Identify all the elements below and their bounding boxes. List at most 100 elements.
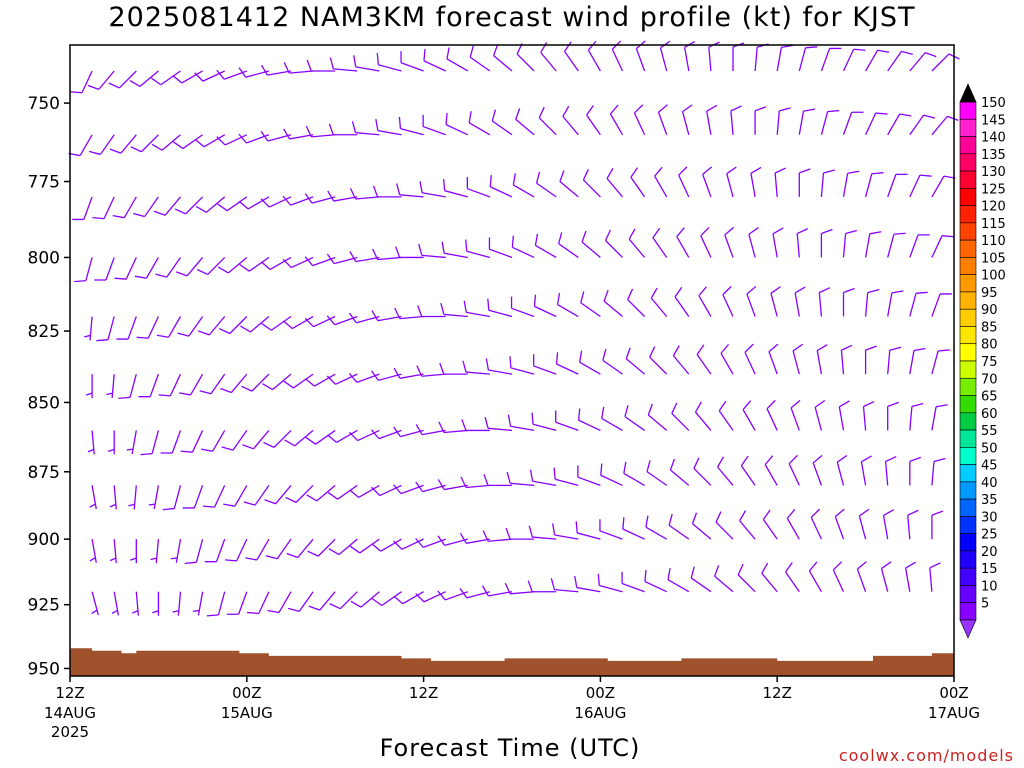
wind-barb-shaft: [692, 523, 712, 540]
colorbar-bin: [959, 447, 977, 465]
colorbar-label: 65: [981, 390, 998, 405]
wind-barb-shaft: [624, 416, 645, 431]
wind-barb-flag: [308, 605, 320, 611]
wind-barb-shaft: [247, 196, 270, 210]
wind-barb-flag: [700, 226, 710, 237]
wind-barb-flag: [810, 508, 820, 518]
wind-barb-shaft: [421, 373, 446, 377]
wind-barb-shaft: [237, 591, 248, 615]
colorbar-bin: [959, 222, 977, 241]
wind-barb-shaft: [140, 134, 159, 153]
wind-barb: [134, 257, 159, 279]
wind-barb-shaft: [645, 526, 668, 540]
wind-barb-flag: [931, 510, 944, 516]
wind-barb-shaft: [113, 485, 117, 510]
wind-barb-flag: [194, 72, 204, 82]
wind-barb-flag: [935, 404, 948, 408]
y-tick-label: 750: [28, 94, 60, 114]
wind-barb-shaft: [788, 463, 800, 486]
wind-barb-shaft: [315, 429, 336, 445]
wind-barb-shaft: [268, 196, 292, 208]
wind-barb: [865, 112, 888, 136]
wind-barb: [240, 316, 270, 333]
wind-barb-shaft: [633, 112, 646, 136]
wind-barb: [555, 352, 579, 375]
wind-barb-shaft: [380, 538, 402, 552]
wind-barb: [624, 405, 645, 431]
wind-barb-shaft: [740, 465, 756, 486]
wind-barb-flag: [602, 348, 607, 361]
wind-barb-shaft: [177, 591, 182, 616]
wind-barb-flag: [792, 343, 804, 352]
x-tick-label: 00Z: [232, 684, 261, 702]
wind-barb-shaft: [269, 256, 292, 271]
wind-barb: [133, 196, 159, 218]
wind-barb-flag: [491, 109, 497, 122]
wind-barb-shaft: [683, 47, 690, 72]
wind-barb-flag: [220, 387, 232, 394]
wind-barb-flag: [905, 561, 917, 569]
wind-barb-shaft: [186, 257, 204, 277]
wind-barb: [730, 105, 742, 135]
wind-barb-flag: [803, 108, 816, 112]
wind-barb: [484, 416, 513, 432]
wind-barb-shaft: [212, 430, 226, 452]
wind-barb: [538, 106, 557, 136]
wind-barb: [512, 173, 535, 198]
wind-barb-flag: [674, 286, 683, 298]
wind-barb-shaft: [511, 307, 535, 318]
wind-barb: [468, 111, 491, 136]
wind-barb: [87, 430, 95, 455]
wind-barb-shaft: [606, 178, 623, 198]
terrain-ground: [70, 648, 954, 676]
wind-barb: [130, 134, 159, 153]
wind-barb-shaft: [536, 182, 557, 198]
wind-barb: [540, 42, 557, 72]
wind-barb-flag: [327, 190, 335, 202]
wind-barb-flag: [555, 352, 559, 365]
wind-barb-flag: [241, 385, 253, 392]
wind-barb-flag: [531, 412, 534, 425]
wind-barb: [441, 241, 468, 259]
wind-barb: [814, 399, 826, 431]
wind-barb-shaft: [133, 485, 137, 510]
wind-barb-flag: [462, 360, 467, 373]
wind-barb-shaft: [91, 485, 97, 510]
wind-barb-halfflag: [84, 334, 91, 338]
wind-barb: [798, 46, 818, 72]
wind-barb-shaft: [316, 484, 336, 502]
wind-barb-shaft: [400, 484, 424, 495]
wind-barb-shaft: [215, 538, 226, 562]
wind-barb: [371, 484, 402, 497]
wind-barb-flag: [507, 414, 512, 427]
wind-barb: [506, 471, 535, 487]
wind-barb-shaft: [717, 466, 734, 486]
wind-barb-flag: [693, 457, 700, 469]
wind-barb: [118, 373, 137, 399]
wind-barb-shaft: [644, 580, 667, 593]
wind-barb-flag: [650, 287, 658, 299]
wind-barb-shaft: [153, 485, 160, 510]
wind-barb: [534, 233, 557, 259]
wind-barb-flag: [724, 226, 735, 236]
wind-barb-flag: [194, 138, 205, 148]
wind-barb: [698, 286, 712, 317]
wind-barb: [327, 484, 358, 500]
colorbar-label: 25: [981, 528, 998, 543]
wind-barb-flag: [627, 288, 634, 300]
wind-barb-flag: [136, 336, 149, 339]
wind-barb-flag: [925, 52, 937, 58]
wind-barb: [884, 455, 897, 486]
wind-barb-shaft: [770, 293, 778, 317]
wind-barb: [106, 374, 115, 399]
wind-barb-flag: [907, 509, 919, 516]
wind-barb-flag: [180, 450, 193, 453]
wind-barb-shaft: [864, 233, 871, 258]
wind-barb-shaft: [488, 591, 513, 597]
wind-barb-shaft: [289, 134, 314, 140]
wind-barb-flag: [350, 600, 362, 608]
wind-barb-halfflag: [87, 448, 95, 453]
colorbar-label: 50: [981, 441, 998, 456]
x-tick-date: 15AUG: [221, 704, 273, 722]
wind-barb-shaft: [790, 407, 800, 431]
